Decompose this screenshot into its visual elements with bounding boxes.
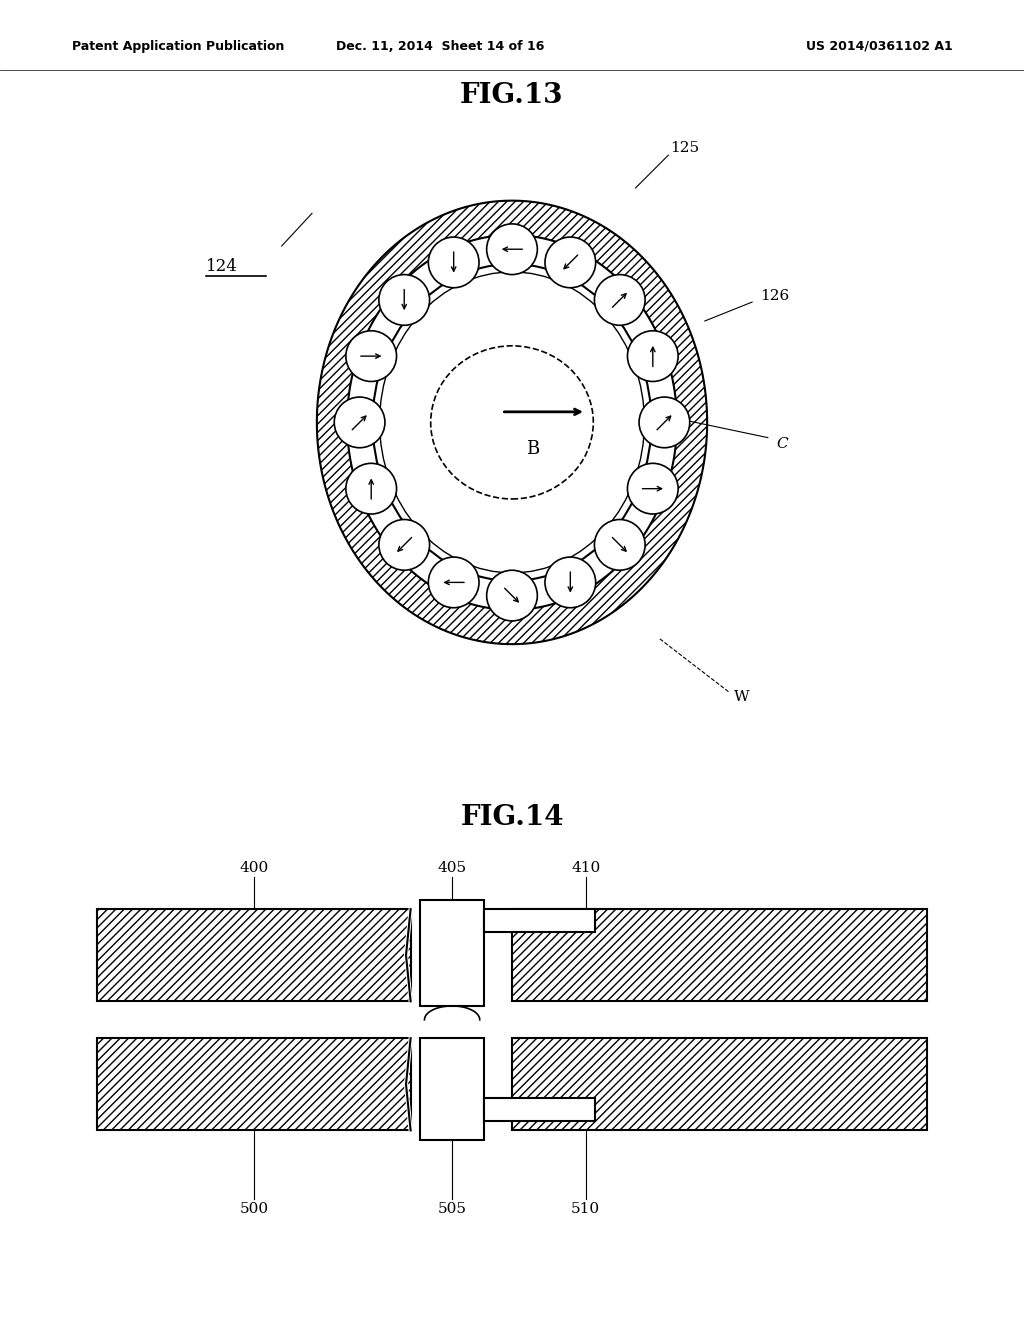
- Bar: [512, 1039, 927, 1130]
- Circle shape: [486, 570, 538, 620]
- Text: 505: 505: [437, 1201, 467, 1216]
- Text: US 2014/0361102 A1: US 2014/0361102 A1: [806, 40, 952, 53]
- Text: FIG.14: FIG.14: [460, 804, 564, 830]
- Circle shape: [379, 275, 430, 325]
- Bar: [484, 909, 595, 932]
- Text: 405: 405: [437, 861, 467, 875]
- Circle shape: [379, 520, 430, 570]
- Text: B: B: [526, 440, 540, 458]
- Bar: [484, 1098, 595, 1121]
- Text: Patent Application Publication: Patent Application Publication: [72, 40, 284, 53]
- Circle shape: [628, 463, 678, 513]
- Text: 510: 510: [571, 1201, 600, 1216]
- Bar: [512, 1039, 927, 1130]
- Circle shape: [545, 238, 596, 288]
- Text: 410: 410: [571, 861, 600, 875]
- Circle shape: [346, 463, 396, 513]
- Bar: [97, 909, 411, 1002]
- Bar: [512, 909, 927, 1002]
- Circle shape: [486, 224, 538, 275]
- Circle shape: [428, 238, 479, 288]
- Bar: [512, 909, 927, 1002]
- Bar: [97, 1039, 411, 1130]
- PathPatch shape: [316, 201, 708, 644]
- Circle shape: [545, 557, 596, 607]
- Text: 500: 500: [240, 1201, 268, 1216]
- Circle shape: [428, 557, 479, 607]
- Circle shape: [628, 331, 678, 381]
- Circle shape: [594, 520, 645, 570]
- Bar: [420, 900, 484, 1006]
- Text: 126: 126: [760, 289, 790, 302]
- Text: 400: 400: [240, 861, 268, 875]
- Circle shape: [334, 397, 385, 447]
- Bar: [97, 909, 411, 1002]
- Text: C: C: [776, 437, 787, 450]
- Text: 124: 124: [206, 257, 238, 275]
- Circle shape: [639, 397, 690, 447]
- Text: 125: 125: [671, 141, 699, 154]
- Text: Dec. 11, 2014  Sheet 14 of 16: Dec. 11, 2014 Sheet 14 of 16: [336, 40, 545, 53]
- Text: W: W: [734, 690, 750, 704]
- Bar: [97, 1039, 411, 1130]
- Ellipse shape: [373, 264, 651, 581]
- Circle shape: [594, 275, 645, 325]
- Circle shape: [346, 331, 396, 381]
- Text: FIG.13: FIG.13: [460, 82, 564, 108]
- Bar: [420, 1039, 484, 1139]
